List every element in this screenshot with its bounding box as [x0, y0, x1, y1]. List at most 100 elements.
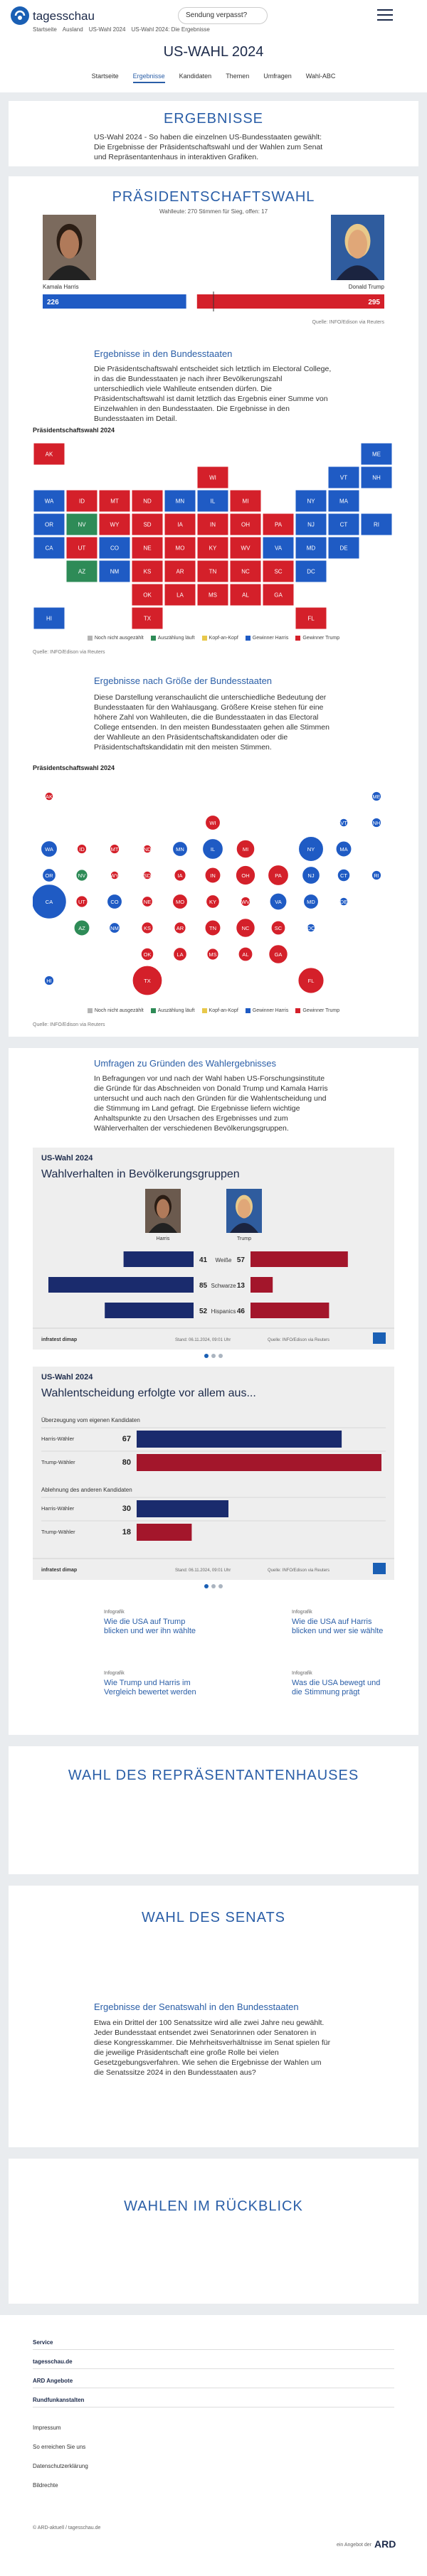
state-label: OH — [241, 522, 250, 528]
breadcrumb-link[interactable]: US-Wahl 2024: Die Ergebnisse — [131, 26, 210, 33]
teaser-title[interactable]: Wie die USA auf Trump blicken und wer ih… — [104, 1618, 196, 1635]
state-label: NJ — [307, 522, 315, 528]
state-label: DE — [340, 899, 347, 905]
dot[interactable] — [204, 1354, 209, 1358]
state-label: FL — [308, 978, 315, 984]
teaser-title[interactable]: Wie Trump und Harris im Vergleich bewert… — [104, 1679, 196, 1696]
state-label: SC — [274, 569, 282, 575]
state-label: UT — [78, 545, 86, 552]
brand[interactable]: tagesschau — [33, 9, 95, 23]
breadcrumb-link[interactable]: Ausland — [62, 26, 83, 33]
state-tile — [295, 489, 327, 513]
state-label: MT — [111, 846, 119, 853]
footer-link[interactable]: Datenschutzerklärung — [33, 2463, 88, 2469]
state-tile — [196, 489, 229, 513]
state-tile — [229, 536, 262, 560]
state-tile — [33, 536, 65, 560]
state-label: AZ — [78, 569, 85, 575]
missed-button[interactable]: Sendung verpasst? — [178, 7, 268, 24]
dot[interactable] — [211, 1354, 216, 1358]
legend-item: Noch nicht ausgezählt — [87, 636, 144, 641]
state-tile — [131, 583, 164, 606]
share-button[interactable] — [373, 1563, 386, 1574]
bar — [251, 1303, 330, 1318]
carousel-dots[interactable] — [0, 1581, 427, 1591]
state-tile — [229, 489, 262, 513]
state-label: KY — [209, 545, 217, 552]
state-label: ME — [372, 793, 380, 800]
series-name: Harris — [157, 1236, 170, 1241]
state-label: NE — [143, 545, 151, 552]
state-tile — [196, 466, 229, 489]
vote-bar — [43, 294, 186, 309]
state-label: MN — [176, 846, 184, 853]
row-name: Trump-Wähler — [41, 1459, 75, 1465]
state-label: MA — [339, 846, 347, 853]
source: Quelle: INFO/Edison via Reuters — [33, 1022, 105, 1027]
footer-section[interactable]: Rundfunkanstalten — [33, 2393, 394, 2407]
state-bubble — [268, 865, 289, 886]
state-tile — [196, 536, 229, 560]
bar — [48, 1277, 194, 1293]
tab[interactable]: Ergebnisse — [132, 73, 165, 83]
dot[interactable] — [218, 1354, 223, 1358]
state-bubble — [202, 838, 223, 860]
state-bubble — [335, 840, 352, 857]
series-name: Trump — [237, 1236, 251, 1241]
state-label: NM — [110, 925, 119, 931]
state-tile — [229, 513, 262, 536]
state-label: OK — [143, 592, 152, 599]
logo-icon[interactable] — [10, 6, 30, 26]
legend: Noch nicht ausgezählt Auszählung läuft Kop… — [33, 1008, 394, 1013]
ard-logo[interactable]: ARD — [374, 2538, 396, 2550]
breadcrumb-link[interactable]: Startseite — [33, 26, 57, 33]
teaser-title[interactable]: Was die USA bewegt und die Stimmung präg… — [292, 1679, 381, 1696]
bubble-map: AK ME WI VT NH WA ID MT ND MN IL MI NY MA OR NV WY SD IA IN… — [33, 791, 382, 996]
tab[interactable]: Umfragen — [263, 73, 292, 80]
candidate-name: Kamala Harris — [43, 284, 79, 290]
footer-link[interactable]: Bildrechte — [33, 2482, 58, 2489]
footer-section[interactable]: Service — [33, 2335, 394, 2350]
state-bubble — [268, 944, 288, 964]
state-label: UT — [78, 899, 85, 905]
teaser-title[interactable]: Wie die USA auf Harris blicken und wer s… — [292, 1618, 384, 1635]
tab[interactable]: Startseite — [91, 73, 119, 80]
carousel-dots[interactable] — [0, 1351, 427, 1361]
tab[interactable]: Wahl-ABC — [305, 73, 336, 80]
footer-link[interactable]: Impressum — [33, 2425, 61, 2431]
state-tile — [360, 466, 393, 489]
state-label: GA — [275, 951, 283, 958]
state-label: NY — [307, 498, 315, 505]
paragraph: Etwa ein Drittel der 100 Senatssitze wir… — [94, 2019, 331, 2077]
dot[interactable] — [218, 1584, 223, 1588]
state-label: VT — [340, 820, 347, 826]
state-tile — [65, 560, 98, 583]
footer-section[interactable]: ARD Angebote — [33, 2373, 394, 2388]
state-tile — [262, 513, 295, 536]
senate-card — [9, 1886, 418, 2147]
tab[interactable]: Themen — [226, 73, 250, 80]
portrait — [331, 215, 384, 280]
state-label: OH — [241, 872, 249, 879]
state-tile — [164, 513, 196, 536]
tab[interactable]: Kandidaten — [179, 73, 212, 80]
breadcrumb-link[interactable]: US-Wahl 2024 — [88, 26, 126, 33]
state-bubble — [109, 843, 120, 855]
state-label: AZ — [78, 925, 85, 931]
state-tile — [262, 583, 295, 606]
state-label: CO — [110, 545, 119, 552]
legend-item: Kopf-an-Kopf — [201, 1008, 238, 1013]
legend-item: Kopf-an-Kopf — [201, 636, 238, 641]
portrait-face — [60, 230, 79, 259]
dot[interactable] — [211, 1584, 216, 1588]
subheading: Umfragen zu Gründen des Wahlergebnisses — [94, 1058, 277, 1069]
footer-section[interactable]: tagesschau.de — [33, 2354, 394, 2369]
footer-link[interactable]: So erreichen Sie uns — [33, 2444, 86, 2450]
state-bubble — [205, 815, 221, 830]
legend-swatch — [245, 1008, 251, 1013]
menu-icon[interactable] — [377, 9, 393, 21]
category-label: Schwarze — [211, 1283, 236, 1289]
share-button[interactable] — [373, 1332, 386, 1344]
state-bubble — [41, 840, 58, 857]
dot[interactable] — [204, 1584, 209, 1588]
